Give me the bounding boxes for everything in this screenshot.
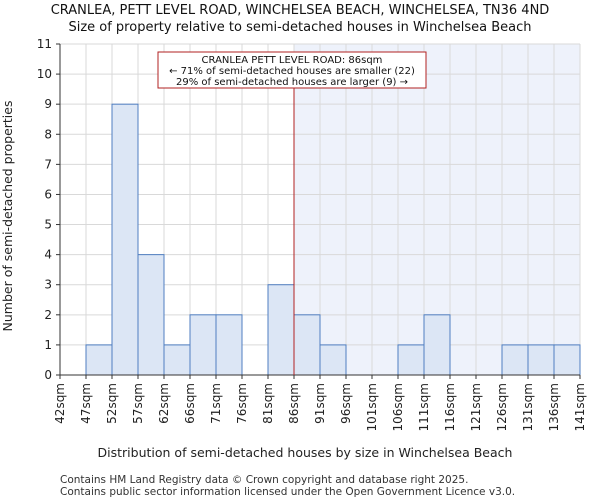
y-tick-label: 6 [44, 187, 52, 201]
y-tick-label: 3 [44, 278, 52, 292]
y-tick-label: 4 [44, 248, 52, 262]
x-tick-label: 121sqm [469, 383, 483, 431]
annotation-line-3: 29% of semi-detached houses are larger (… [176, 77, 408, 88]
y-tick-label: 7 [44, 157, 52, 171]
annotation-line-1: CRANLEA PETT LEVEL ROAD: 86sqm [202, 55, 383, 66]
histogram-bar [319, 344, 347, 376]
y-tick-label: 8 [44, 127, 52, 141]
footer-copyright: Contains HM Land Registry data © Crown c… [60, 474, 468, 486]
y-tick-label: 9 [44, 97, 52, 111]
x-tick-label: 131sqm [521, 383, 535, 431]
histogram-bar [111, 103, 139, 376]
histogram-bar [397, 344, 425, 376]
footer-licence: Contains public sector information licen… [60, 486, 515, 498]
histogram-bar [501, 344, 529, 376]
x-tick-label: 42sqm [53, 383, 67, 424]
chart-title: CRANLEA, PETT LEVEL ROAD, WINCHELSEA BEA… [51, 3, 550, 18]
y-tick-label: 5 [44, 218, 52, 232]
histogram-bar [137, 254, 165, 376]
x-tick-label: 111sqm [417, 383, 431, 431]
x-tick-label: 47sqm [79, 383, 93, 424]
histogram-bar [553, 344, 581, 376]
x-tick-label: 106sqm [391, 383, 405, 431]
histogram-bar [423, 314, 451, 376]
x-tick-label: 136sqm [547, 383, 561, 431]
y-axis-label: Number of semi-detached properties [0, 101, 15, 332]
histogram-bar [189, 314, 217, 376]
x-tick-label: 57sqm [131, 383, 145, 424]
x-tick-label: 66sqm [183, 383, 197, 424]
x-tick-label: 81sqm [261, 383, 275, 424]
histogram-bar [267, 284, 295, 376]
x-axis-label: Distribution of semi-detached houses by … [98, 445, 513, 460]
x-tick-label: 141sqm [573, 383, 587, 431]
x-tick-label: 71sqm [209, 383, 223, 424]
x-tick-label: 76sqm [235, 383, 249, 424]
chart-subtitle: Size of property relative to semi-detach… [68, 20, 531, 35]
y-tick-label: 0 [44, 368, 52, 382]
y-tick-label: 1 [44, 338, 52, 352]
x-tick-label: 62sqm [157, 383, 171, 424]
x-tick-label: 126sqm [495, 383, 509, 431]
histogram-bar [293, 314, 321, 376]
x-tick-label: 52sqm [105, 383, 119, 424]
histogram-bar [85, 344, 113, 376]
x-tick-label: 96sqm [339, 383, 353, 424]
y-tick-label: 11 [37, 37, 52, 51]
y-tick-label: 10 [37, 67, 52, 81]
plot-area: 0 1 2 3 4 5 6 7 8 9 10 11 42sqm 47sqm 52sqm 57sqm 62sqm 6… [37, 37, 587, 431]
y-tick-label: 2 [44, 308, 52, 322]
annotation-box [157, 51, 427, 89]
x-tick-label: 101sqm [365, 383, 379, 431]
x-tick-label: 91sqm [313, 383, 327, 424]
histogram-bar [215, 314, 243, 376]
histogram-bar [163, 344, 191, 376]
x-tick-label: 86sqm [287, 383, 301, 424]
histogram-bar [527, 344, 555, 376]
annotation-line-2: ← 71% of semi-detached houses are smalle… [169, 66, 415, 77]
x-tick-label: 116sqm [443, 383, 457, 431]
